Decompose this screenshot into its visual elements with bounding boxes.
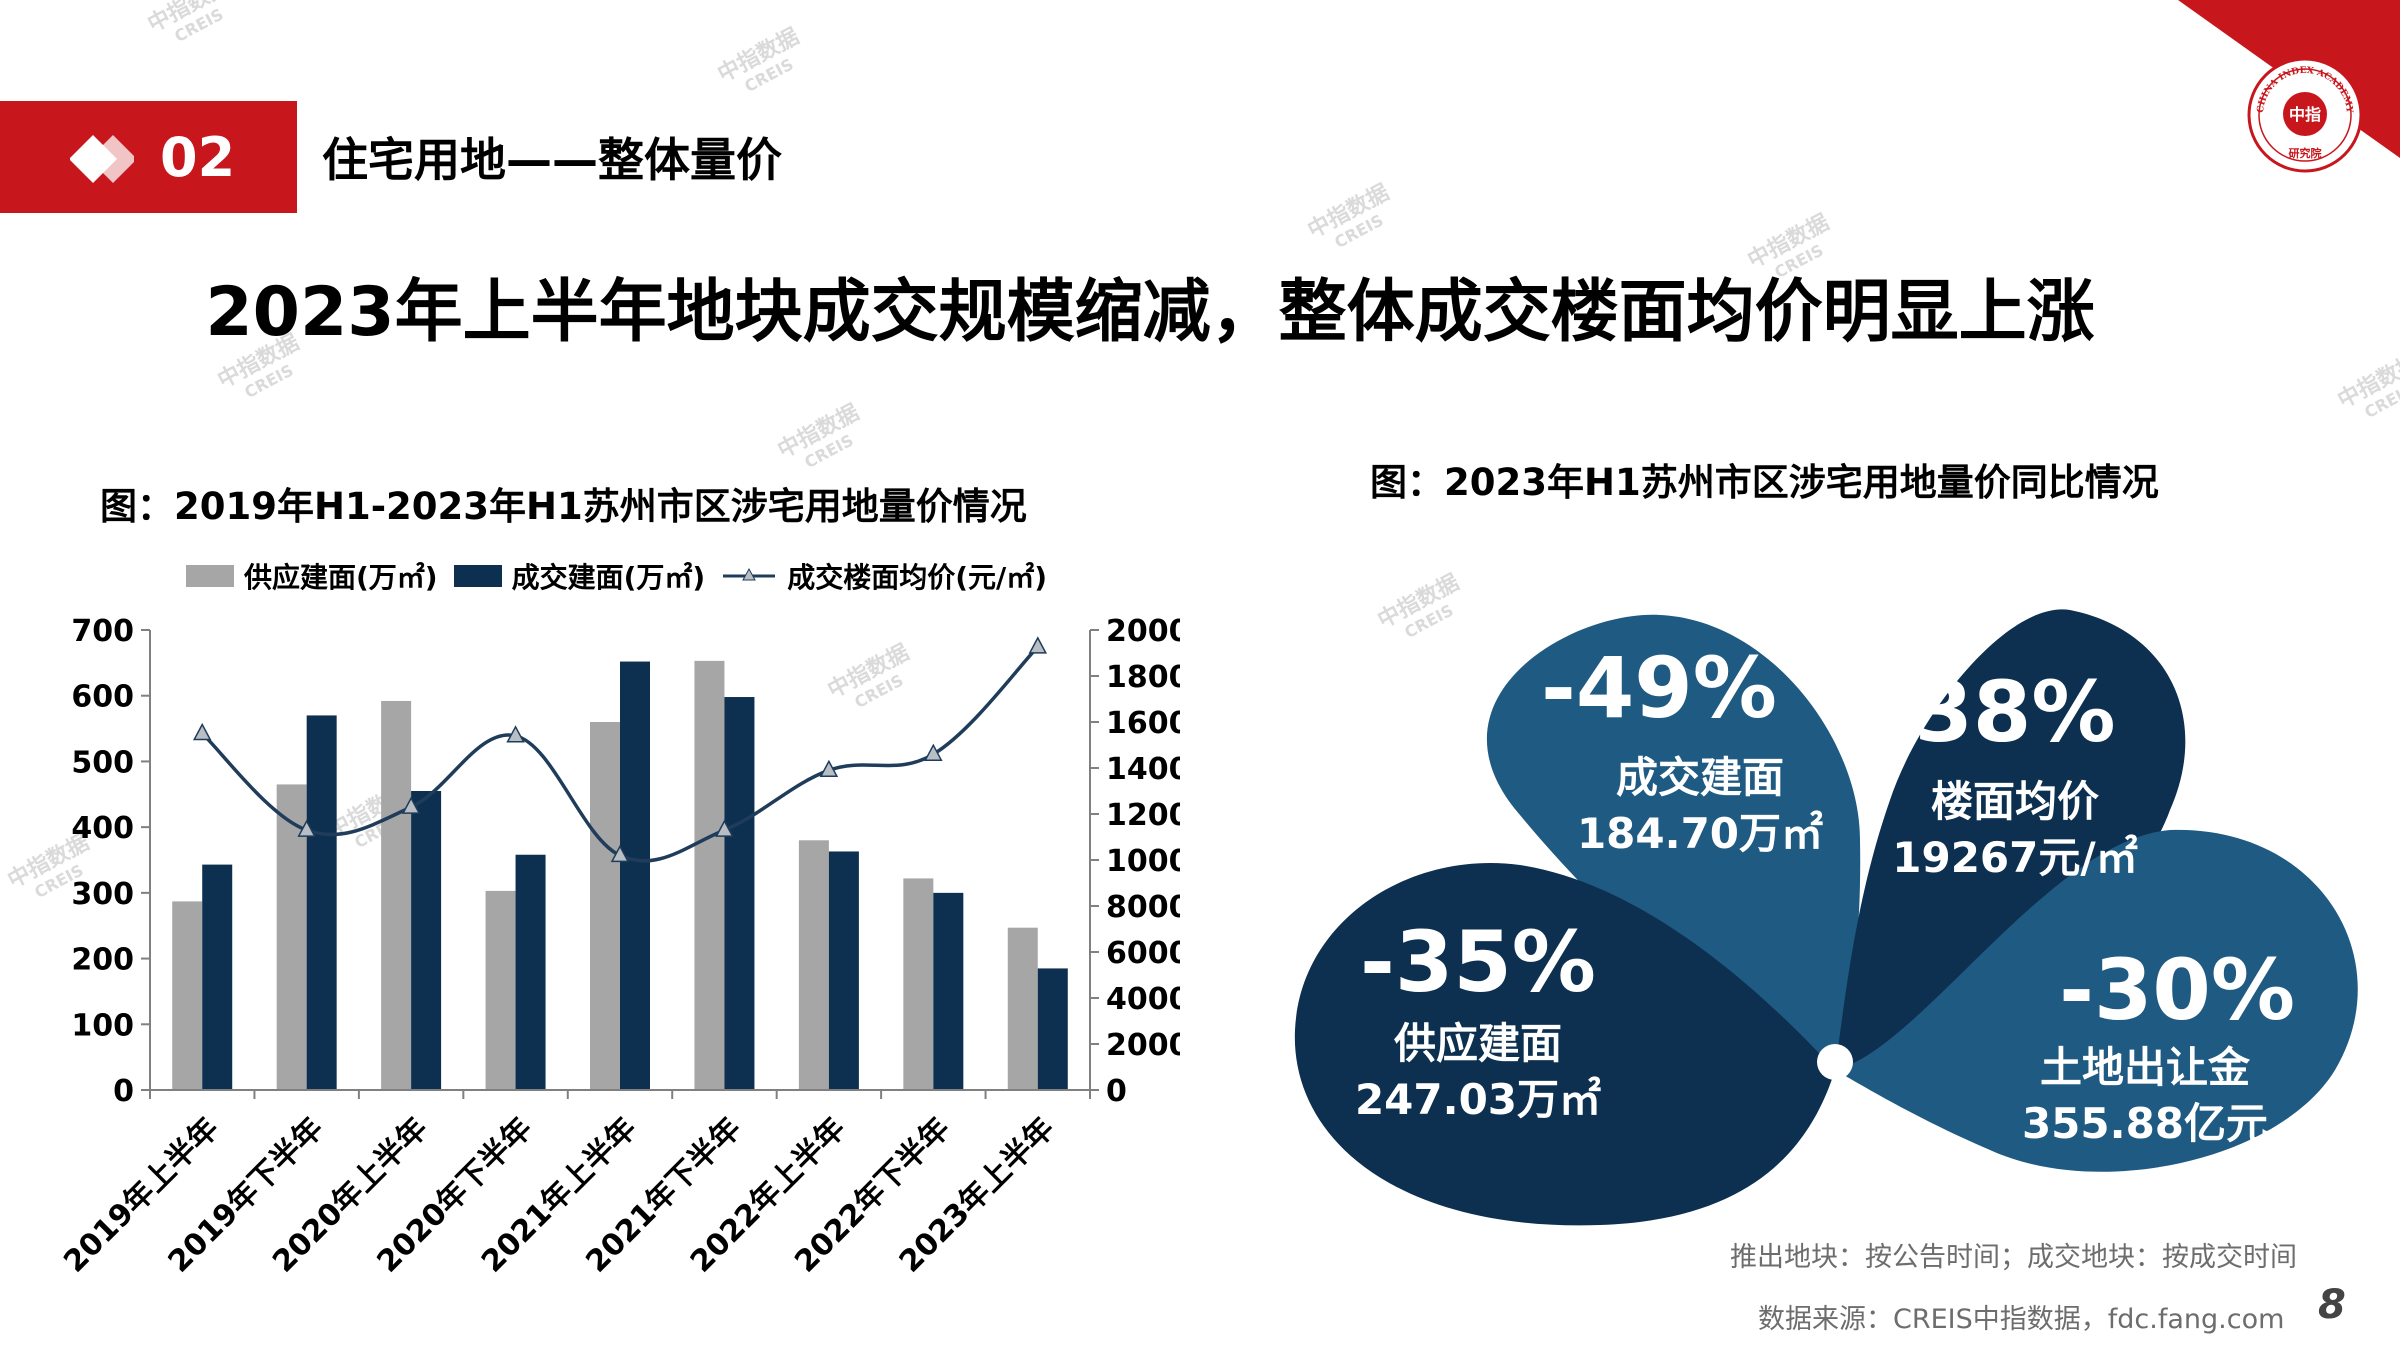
logo-bottom-text: 研究院: [2289, 146, 2322, 160]
right-y-tick-label: 14000: [1106, 752, 1180, 787]
petal-land-fee-label: 土地出让金: [2039, 1043, 2250, 1092]
legend-label-supply: 供应建面(万㎡): [244, 561, 438, 594]
petal-chart: [1294, 609, 2358, 1226]
left-y-tick-label: 200: [71, 943, 134, 978]
petal-center-dot: [1817, 1044, 1853, 1080]
right-y-tick-label: 6000: [1106, 936, 1180, 971]
diamond-icon: [70, 134, 134, 184]
deal-bar: [515, 854, 546, 1090]
right-y-tick-label: 12000: [1106, 798, 1180, 833]
petal-price: [1835, 609, 2186, 1070]
deal-bar: [933, 892, 964, 1090]
deal-bar: [724, 697, 755, 1090]
left-y-tick-label: 500: [71, 745, 134, 780]
price-point: [819, 759, 839, 778]
price-point: [1028, 636, 1048, 654]
deal-bar: [1037, 968, 1068, 1090]
supply-bar: [381, 700, 412, 1090]
left-y-tick-label: 300: [71, 877, 134, 912]
deal-bar: [306, 715, 337, 1090]
right-y-tick-label: 4000: [1106, 982, 1180, 1017]
legend-swatch-price: [723, 567, 776, 581]
price-point: [610, 844, 630, 863]
price-point: [506, 725, 525, 743]
deal-bar: [411, 791, 442, 1090]
petal-deal-value: 184.70万㎡: [1576, 809, 1824, 858]
section-number: 02: [160, 126, 236, 189]
deal-bar: [620, 661, 650, 1090]
petal-supply-area: [1294, 862, 1835, 1226]
supply-bar: [485, 890, 516, 1090]
petal-land-fee-value: 355.88亿元: [2021, 1099, 2269, 1148]
price-point: [715, 819, 734, 837]
logo-seal: CHINA INDEX ACADEMY 中指 研究院: [2247, 57, 2363, 173]
data-source: 数据来源：CREIS中指数据，fdc.fang.com: [1758, 1304, 2285, 1335]
petal-supply-text: -35% 供应建面 247.03万㎡: [1318, 912, 1638, 1128]
deal-bar: [202, 864, 233, 1090]
left-y-tick-label: 0: [113, 1074, 134, 1109]
left-y-tick-label: 100: [71, 1008, 134, 1043]
right-y-tick-label: 10000: [1106, 844, 1180, 879]
petal-land-fee-pct: -30%: [2059, 941, 2295, 1039]
logo-center-text: 中指: [2289, 105, 2321, 124]
price-point: [297, 819, 316, 837]
legend-label-deal: 成交建面(万㎡): [511, 561, 706, 594]
legend-swatch-deal: [453, 565, 502, 587]
petal-deal-area: [1486, 614, 1861, 1070]
bar-line-chart: 0 100 200 300 400 500 600 700 0 2000 4000 6000 8000 1…: [57, 614, 1180, 1280]
petal-deal-text: -49% 成交建面 184.70万㎡: [1535, 638, 1865, 862]
petal-supply-label: 供应建面: [1393, 1019, 1562, 1068]
price-point: [401, 796, 421, 814]
legend-label-price: 成交楼面均价(元/㎡): [787, 561, 1048, 594]
supply-bar: [172, 901, 203, 1090]
headline: 2023年上半年地块成交规模缩减，整体成交楼面均价明显上涨: [205, 273, 2095, 352]
deal-bar: [828, 851, 859, 1090]
petal-land-fee: [1835, 829, 2358, 1172]
legend-swatch-supply: [186, 565, 234, 587]
petal-price-text: 38% 楼面均价 19267元/㎡: [1850, 662, 2180, 886]
petal-deal-label: 成交建面: [1615, 753, 1784, 802]
petal-deal-pct: -49%: [1541, 639, 1777, 737]
legend-item-deal: 成交建面(万㎡): [453, 556, 706, 596]
legend-item-price: 成交楼面均价(元/㎡): [721, 556, 1047, 596]
supply-bar: [590, 722, 620, 1090]
left-chart-title: 图：2019年H1-2023年H1苏州市区涉宅用地量价情况: [100, 485, 1027, 528]
petal-supply-value: 247.03万㎡: [1354, 1075, 1602, 1124]
right-y-tick-label: 20000: [1106, 614, 1180, 649]
section-title: 住宅用地——整体量价: [322, 133, 782, 187]
right-y-tick-label: 18000: [1106, 660, 1180, 695]
price-point: [192, 722, 212, 741]
petal-price-label: 楼面均价: [1930, 777, 2099, 826]
footnote: 推出地块：按公告时间；成交地块：按成交时间: [1730, 1242, 2297, 1273]
price-point: [924, 743, 943, 761]
right-y-tick-label: 16000: [1106, 706, 1180, 741]
right-y-tick-label: 0: [1106, 1074, 1127, 1109]
supply-bar: [798, 840, 829, 1090]
petal-supply-pct: -35%: [1360, 913, 1596, 1011]
petal-price-value: 19267元/㎡: [1892, 833, 2138, 882]
supply-bar: [903, 878, 934, 1090]
right-y-tick-label: 2000: [1106, 1028, 1180, 1063]
petal-land-fee-text: -30% 土地出让金 355.88亿元: [1985, 940, 2305, 1152]
page-number: 8: [2318, 1282, 2346, 1328]
legend-item-supply: 供应建面(万㎡): [186, 556, 438, 596]
chart-legend: 供应建面(万㎡) 成交建面(万㎡) 成交楼面均价(元/㎡): [186, 556, 1063, 596]
right-y-tick-label: 8000: [1106, 890, 1180, 925]
section-tab: [0, 101, 297, 213]
supply-bar: [1007, 927, 1038, 1090]
left-y-tick-label: 600: [71, 680, 134, 715]
right-chart-title: 图：2023年H1苏州市区涉宅用地量价同比情况: [1370, 461, 2159, 504]
petal-price-pct: 38%: [1914, 663, 2116, 761]
left-y-tick-label: 700: [71, 614, 134, 649]
left-y-tick-label: 400: [71, 811, 134, 846]
supply-bar: [694, 660, 725, 1090]
